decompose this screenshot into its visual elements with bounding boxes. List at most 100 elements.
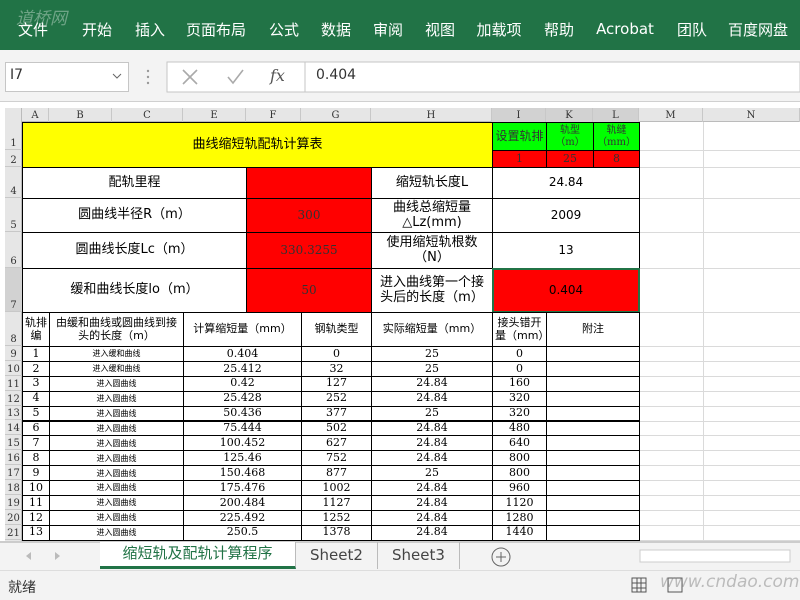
cell (546, 495, 640, 511)
cell: 960 (492, 480, 547, 496)
row-header: 15 (5, 435, 22, 451)
sheet-tab[interactable]: 缩短轨及配轨计算程序 (100, 542, 296, 569)
cell: 配轨里程 (22, 167, 247, 199)
ribbon-tab[interactable]: 页面布局 (185, 20, 246, 39)
cell (546, 405, 640, 422)
column-header: H (371, 108, 492, 122)
next-sheet[interactable] (55, 552, 60, 560)
row-header: 4 (5, 167, 22, 198)
cell: 50.436 (183, 405, 302, 422)
ribbon-tab[interactable]: 审阅 (372, 20, 403, 39)
cell: 进入圆曲线 (49, 375, 184, 392)
cell: 8 (593, 150, 640, 168)
cell: 25.428 (183, 390, 302, 407)
row-header: 16 (5, 450, 22, 466)
row-header: 11 (5, 376, 22, 391)
ribbon-tab[interactable]: 文件 (17, 20, 48, 39)
h-scrollbar[interactable] (639, 549, 791, 563)
watermark: www.cndao.com (660, 572, 800, 592)
column-header: M (639, 108, 703, 122)
cell: 进入圆曲线 (49, 390, 184, 407)
enter-icon[interactable] (227, 69, 244, 85)
ribbon-tab[interactable]: 开始 (81, 20, 112, 39)
ribbon-tab[interactable]: 数据 (320, 20, 351, 39)
ribbon-tab[interactable]: 帮助 (543, 20, 574, 39)
add-sheet[interactable] (491, 547, 511, 567)
name-box[interactable]: I7 (10, 67, 24, 83)
row-header: 9 (5, 346, 22, 361)
cell: 曲线总缩短量△Lz(mm) (371, 198, 493, 233)
cell: 877 (301, 465, 372, 482)
cell: 1127 (301, 495, 372, 511)
status-bar (0, 570, 800, 600)
cell: 24.84 (371, 495, 493, 511)
cell: 24.84 (371, 420, 493, 437)
cell: 160 (492, 375, 547, 392)
cell: 圆曲线半径R（m） (22, 198, 247, 233)
status-text: 就绪 (8, 580, 36, 596)
cell: 进入圆曲线 (49, 509, 184, 526)
cell: 10 (22, 480, 50, 496)
cell: 32 (301, 360, 372, 377)
cell (546, 346, 640, 362)
cell: 320 (492, 405, 547, 422)
row-header: 14 (5, 421, 22, 436)
ribbon-tab[interactable]: 插入 (134, 20, 165, 39)
row-header: 20 (5, 510, 22, 525)
cell: 25 (371, 405, 493, 422)
cell: 进入缓和曲线 (49, 360, 184, 377)
row-header: 8 (5, 312, 22, 346)
cell: 125.46 (183, 450, 302, 467)
ribbon-tab[interactable]: Acrobat (596, 20, 654, 38)
cell: 175.476 (183, 480, 302, 496)
cell (546, 420, 640, 437)
cell: 300 (246, 198, 372, 233)
cell: 计算缩短量（mm） (183, 312, 302, 347)
prev-sheet[interactable] (26, 552, 31, 560)
ribbon-tab[interactable]: 加载项 (476, 20, 522, 39)
cell (546, 390, 640, 407)
cell: 0 (301, 346, 372, 362)
ribbon-tab[interactable]: 团队 (676, 20, 707, 39)
ribbon-tab[interactable]: 视图 (424, 20, 455, 39)
cell: 752 (301, 450, 372, 467)
row-header: 6 (5, 232, 22, 268)
cell: 进入圆曲线 (49, 495, 184, 511)
column-header: E (183, 108, 246, 122)
name-box-frame[interactable] (5, 62, 129, 92)
normal-view[interactable] (631, 577, 647, 593)
cell: 进入圆曲线 (49, 435, 184, 452)
cell: 6 (22, 420, 50, 437)
tab-icons (26, 547, 791, 567)
cell: 100.452 (183, 435, 302, 452)
cell: 1280 (492, 509, 547, 526)
column-header: B (49, 108, 112, 122)
cell: 3 (22, 375, 50, 392)
cell: 轨型（m） (546, 122, 594, 151)
cell: 25 (371, 346, 493, 362)
sheet-tab[interactable]: Sheet2 (296, 542, 378, 569)
ribbon-tab[interactable]: 百度网盘 (727, 20, 788, 39)
cell: 24.84 (492, 167, 640, 199)
cell: 640 (492, 435, 547, 452)
dropdown-arrow (112, 73, 122, 79)
cell: 200.484 (183, 495, 302, 511)
ribbon-tab[interactable]: 公式 (268, 20, 299, 39)
cell: 24.84 (371, 524, 493, 541)
cell: 11 (22, 495, 50, 511)
cell: 7 (22, 435, 50, 452)
cancel-icon[interactable] (182, 69, 198, 85)
add-sheet-plus (496, 552, 506, 562)
sheet-tab[interactable]: Sheet3 (378, 542, 460, 569)
page-layout-view[interactable] (667, 577, 683, 593)
column-header: N (703, 108, 800, 122)
row-header: 19 (5, 495, 22, 510)
ribbon-bar (0, 0, 800, 50)
cell: 进入圆曲线 (49, 524, 184, 541)
cell: 8 (22, 450, 50, 467)
cell: 进入圆曲线 (49, 465, 184, 482)
cell: 圆曲线长度Lc（m） (22, 232, 247, 269)
cell: 320 (492, 390, 547, 407)
dot (146, 75, 150, 79)
fx-icon[interactable]: fx (270, 66, 285, 85)
